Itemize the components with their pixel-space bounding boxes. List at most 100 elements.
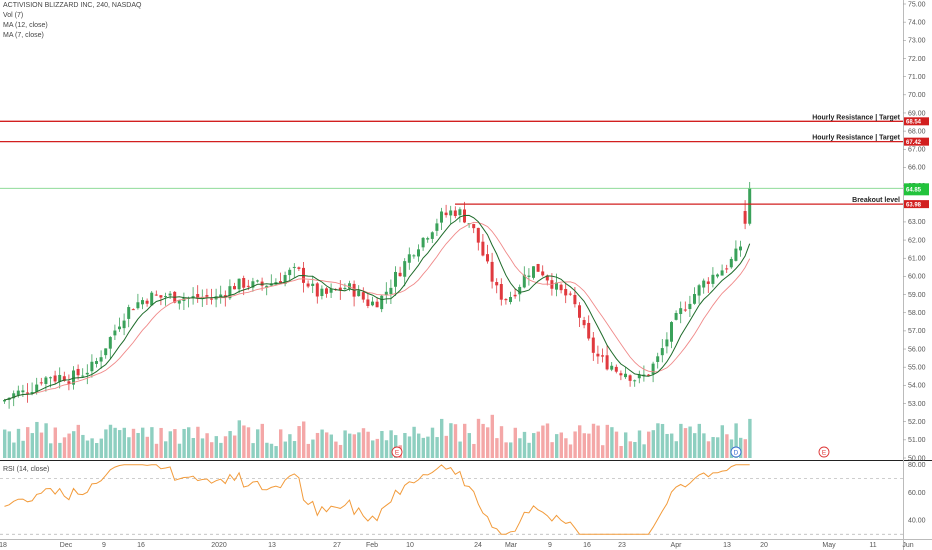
volume-bar (39, 432, 44, 458)
price-tick-label: 56.00 (908, 346, 926, 353)
time-tick-label: 13 (723, 542, 731, 549)
candle-body (58, 374, 62, 382)
volume-bar (587, 433, 591, 458)
rsi-label: RSI (14, close) (3, 466, 50, 473)
candle-body (522, 274, 526, 288)
candle-body (619, 373, 623, 376)
ma7-line (4, 214, 751, 401)
candle-body (72, 370, 75, 385)
candle-body (122, 320, 126, 329)
candle-body (292, 266, 296, 268)
candle-body (660, 348, 664, 356)
volume-bar (403, 433, 407, 458)
volume-bar (62, 437, 67, 458)
volume-bar (53, 427, 57, 458)
candle-body (702, 280, 706, 288)
rsi-tick-label: 60.00 (908, 490, 926, 497)
time-tick-label: 9 (102, 542, 106, 549)
candle-body (283, 275, 287, 284)
volume-bar (679, 423, 683, 458)
price-tick-label: 66.00 (908, 165, 926, 172)
last-price-tag-text: 64.85 (906, 187, 922, 193)
price-tick-label: 50.00 (908, 455, 926, 462)
volume-bar (375, 438, 379, 458)
volume-bar (495, 438, 499, 458)
volume-bar (99, 438, 103, 458)
price-tick-label: 72.00 (908, 56, 926, 63)
candle-body (743, 211, 747, 224)
volume-bar (476, 418, 481, 458)
level-tag (904, 200, 929, 209)
candle-body (444, 212, 448, 216)
candle-body (490, 261, 494, 282)
price-tick-label: 53.00 (908, 401, 926, 408)
candle-body (279, 281, 282, 283)
volume-bar (573, 431, 577, 458)
volume-bar (357, 432, 361, 458)
candle-body (311, 283, 315, 286)
volume-bar (131, 428, 136, 458)
candle-body (343, 287, 347, 290)
candle-body (693, 294, 696, 304)
volume-bar (504, 442, 508, 458)
candle-body (495, 282, 499, 286)
time-tick-label: 13 (268, 542, 276, 549)
volume-bar (693, 433, 697, 458)
candle-body (39, 382, 43, 384)
legend-vol: Vol (7) (3, 12, 24, 19)
volume-bar (739, 437, 743, 458)
volume-bar (711, 437, 715, 458)
volume-bar (361, 428, 366, 458)
volume-bar (614, 431, 619, 458)
volume-bar (729, 439, 734, 458)
candle-body (357, 290, 361, 297)
candle-body (679, 308, 683, 315)
candle-body (131, 309, 135, 311)
volume-bar (223, 436, 228, 458)
price-tick-label: 58.00 (908, 310, 926, 317)
volume-bar (269, 443, 274, 458)
volume-bar (541, 425, 545, 458)
candle-body (200, 297, 204, 299)
volume-bar (716, 437, 720, 458)
price-tick-label: 73.00 (908, 38, 926, 45)
volume-bar (527, 442, 531, 458)
time-tick-label: Mar (505, 542, 518, 549)
volume-bar (35, 421, 39, 458)
candle-body (95, 361, 98, 364)
volume-bar (113, 427, 117, 458)
volume-bar (619, 446, 623, 458)
candle-body (394, 271, 397, 287)
candle-body (601, 355, 604, 357)
candle-body (242, 278, 246, 288)
candle-body (545, 275, 549, 281)
level-tag-text: 67.42 (906, 140, 922, 146)
volume-bar (624, 432, 628, 458)
volume-bar (122, 427, 126, 458)
candle-body (435, 223, 439, 231)
price-tick-label: 68.00 (908, 128, 926, 135)
volume-bar (214, 436, 218, 458)
candle-body (532, 266, 535, 278)
volume-bar (734, 423, 738, 458)
volume-bar (670, 433, 674, 458)
volume-bar (697, 423, 701, 458)
volume-bar (380, 431, 384, 458)
candle-body (288, 269, 292, 276)
volume-bar (545, 423, 550, 458)
candle-body (430, 232, 434, 239)
candle-body (610, 365, 614, 370)
volume-bar (26, 427, 30, 458)
volume-bar (85, 440, 90, 458)
volume-bar (343, 430, 347, 458)
price-tick-label: 69.00 (908, 110, 926, 117)
volume-bar (481, 423, 485, 458)
event-marker (391, 446, 403, 458)
candle-body (348, 283, 351, 289)
candle-body (421, 237, 425, 248)
volume-bar (435, 437, 439, 458)
volume-bar (200, 438, 205, 458)
candle-body (509, 296, 512, 303)
volume-bar (665, 433, 669, 458)
